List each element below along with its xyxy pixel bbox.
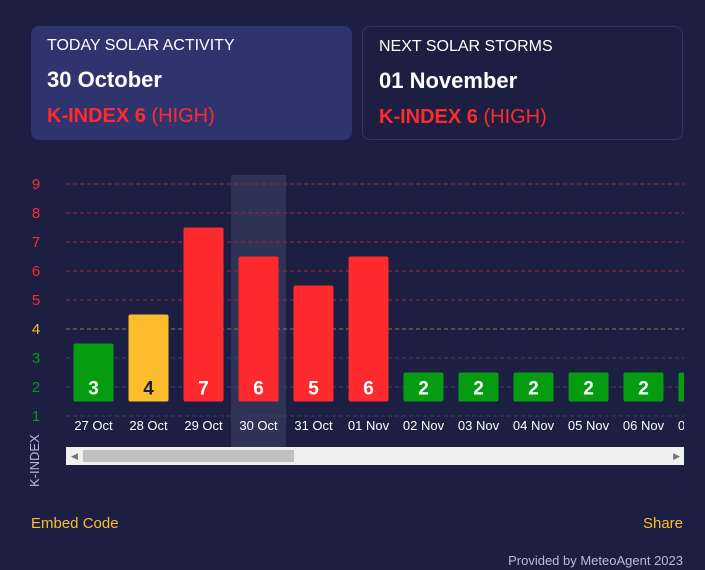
x-tick-label: 02 Nov [403,418,445,433]
bar[interactable] [403,372,444,402]
bar-value-label: 2 [638,379,649,400]
next-kindex: K-INDEX 6 (HIGH) [379,106,666,129]
x-tick-label: 29 Oct [184,418,223,433]
y-tick-label: 9 [32,176,40,193]
bar-value-label: 2 [583,379,594,400]
y-tick-label: 1 [32,408,40,425]
bar-value-label: 6 [253,379,264,400]
x-tick-label: 30 Oct [239,418,278,433]
bar-value-label: 2 [528,379,539,400]
bar[interactable] [238,256,279,402]
today-kindex-level: (HIGH) [151,105,215,127]
bar[interactable] [568,372,609,402]
y-tick-label: 6 [32,263,40,280]
x-tick-label: 28 Oct [129,418,168,433]
x-tick-label: 06 Nov [623,418,665,433]
y-tick-label: 5 [32,292,40,309]
y-tick-label: 3 [32,350,40,367]
bar[interactable] [458,372,499,402]
bar[interactable] [73,343,114,402]
x-tick-label: 01 Nov [348,418,390,433]
next-kindex-level: (HIGH) [483,106,547,128]
y-tick-label: 4 [32,321,40,338]
next-title: NEXT SOLAR STORMS [379,38,553,55]
x-tick-label: 31 Oct [294,418,333,433]
scroll-left-icon[interactable]: ◀ [71,451,78,461]
scroll-right-icon[interactable]: ▶ [673,451,680,461]
next-date: 01 November [379,68,518,93]
bars-group: 3 27 Oct 4 28 Oct 7 29 Oct 6 30 Oct 5 31 Oct 6 01 N… [73,227,705,433]
bar-value-label: 2 [693,379,704,400]
next-kindex-value: K-INDEX 6 [379,106,478,128]
scrollbar-thumb[interactable] [83,450,294,462]
y-tick-label: 8 [32,205,40,222]
x-tick-label: 03 Nov [458,418,500,433]
bar-value-label: 6 [363,379,374,400]
today-kindex: K-INDEX 6 (HIGH) [47,105,336,128]
bar[interactable] [348,256,389,402]
x-tick-label: 27 Oct [74,418,113,433]
today-title: TODAY SOLAR ACTIVITY [47,37,235,54]
bar-value-label: 5 [308,379,319,400]
bar[interactable] [513,372,554,402]
share-link[interactable]: Share [642,515,683,532]
credit-text: Provided by MeteoAgent 2023 [508,553,683,568]
bar-value-label: 7 [198,379,209,400]
bar-value-label: 3 [88,379,99,400]
y-tick-label: 7 [32,234,40,251]
x-tick-label: 07 Nov [678,418,705,433]
bar-value-label: 2 [473,379,484,400]
x-tick-label: 05 Nov [568,418,610,433]
bar[interactable] [678,372,705,402]
bar[interactable] [623,372,664,402]
y-tick-label: 2 [32,379,40,396]
bar[interactable] [183,227,224,402]
chart-scrollbar[interactable]: ◀ ▶ [66,447,684,465]
embed-code-link[interactable]: Embed Code [31,515,119,532]
next-storms-card: NEXT SOLAR STORMS 01 November K-INDEX 6 … [362,26,683,140]
bar-value-label: 2 [418,379,429,400]
today-kindex-value: K-INDEX 6 [47,105,146,127]
today-date: 30 October [47,67,162,92]
today-activity-card: TODAY SOLAR ACTIVITY 30 October K-INDEX … [31,26,352,140]
bar-value-label: 4 [143,379,154,400]
x-tick-label: 04 Nov [513,418,555,433]
bar[interactable] [293,285,334,402]
kindex-chart: 1 2 3 4 5 6 7 8 9 3 27 Oct 4 28 Oct 7 29 Oct 6 30 Oct 5 31… [32,175,705,447]
y-axis-label: K-INDEX [27,434,42,487]
bar[interactable] [128,314,169,402]
